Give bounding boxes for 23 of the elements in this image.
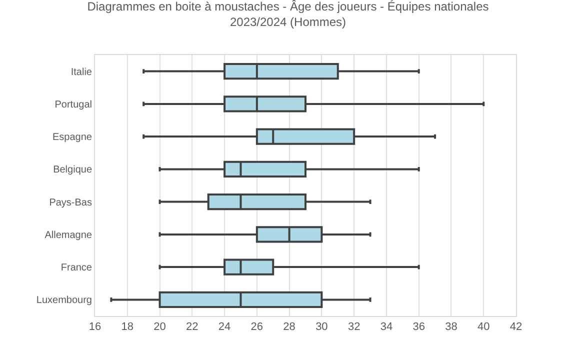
x-tick-label: 20 <box>154 321 166 334</box>
y-tick-label: Belgique <box>53 164 92 176</box>
y-tick-label: Luxembourg <box>36 295 92 306</box>
chart-title: Diagrammes en boite à moustaches - Âge des joueurs - Équipes nationales 2023/2024 (Hommes) <box>87 0 489 29</box>
x-tick-label: 38 <box>445 321 458 334</box>
x-tick-label: 16 <box>88 321 102 334</box>
x-tick-label: 28 <box>283 321 296 334</box>
x-tick-label: 26 <box>250 321 264 334</box>
x-tick-label: 22 <box>186 321 198 334</box>
y-tick-label: Allemagne <box>44 230 92 241</box>
x-tick-label: 40 <box>477 321 490 334</box>
x-tick-label: 18 <box>121 321 134 334</box>
x-tick-label: 34 <box>380 321 393 334</box>
x-tick-label: 36 <box>412 321 425 334</box>
y-tick-label: Espagne <box>52 132 92 144</box>
y-tick-label: Pays-Bas <box>49 197 92 208</box>
x-tick-label: 24 <box>218 321 231 334</box>
y-tick-label: Portugal <box>54 99 92 110</box>
x-tick-label: 32 <box>348 321 360 334</box>
x-tick-label: 42 <box>510 321 522 334</box>
y-tick-label: Italie <box>70 66 92 78</box>
y-tick-label: France <box>60 262 92 274</box>
x-tick-label: 30 <box>316 321 328 334</box>
